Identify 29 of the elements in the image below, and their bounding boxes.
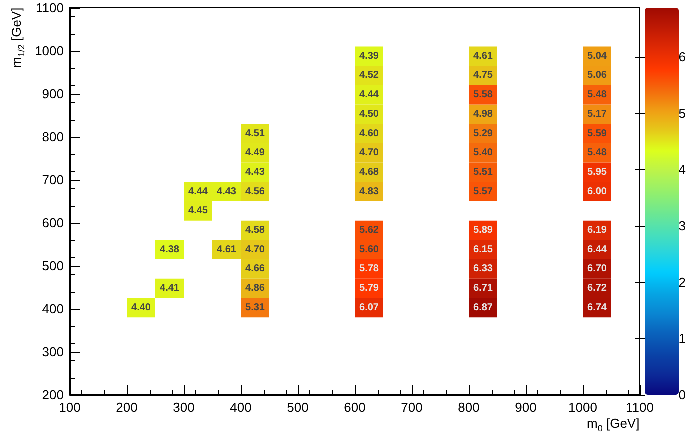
- y-tick-label: 200: [42, 388, 64, 402]
- x-tick-label: 1100: [626, 400, 654, 415]
- color-bar-label: 6: [678, 50, 686, 65]
- color-bar-label: 5: [678, 106, 686, 121]
- y-tick-label: 800: [42, 130, 64, 144]
- x-tick-label: 300: [173, 400, 195, 415]
- x-tick-label: 700: [401, 400, 423, 415]
- y-tick-label: 500: [42, 258, 64, 274]
- x-tick-label: 900: [515, 400, 537, 415]
- y-tick-label: 1000: [35, 44, 64, 58]
- y-tick-label: 600: [42, 216, 64, 230]
- x-tick-label: 800: [458, 400, 480, 415]
- x-tick-label: 100: [59, 400, 81, 415]
- y-tick-label: 1100: [36, 0, 64, 16]
- x-axis-title: m$_{0}$ [GeV]: [587, 416, 640, 434]
- x-tick-label: 200: [116, 400, 138, 415]
- color-bar-label: 2: [678, 274, 686, 290]
- x-tick-label: 400: [230, 400, 252, 415]
- y-tick-label: 300: [42, 344, 64, 360]
- color-bar-label: 1: [678, 331, 686, 346]
- y-tick-label: 700: [42, 172, 64, 188]
- y-tick-label: 400: [42, 302, 64, 316]
- color-bar-label: 4: [678, 162, 686, 178]
- y-tick-label: 900: [42, 86, 64, 102]
- x-tick-label: 600: [344, 400, 366, 415]
- color-bar-label: 0: [678, 388, 686, 402]
- x-tick-label: 1000: [568, 400, 598, 415]
- color-bar-label: 3: [678, 218, 686, 234]
- x-tick-label: 500: [287, 400, 309, 415]
